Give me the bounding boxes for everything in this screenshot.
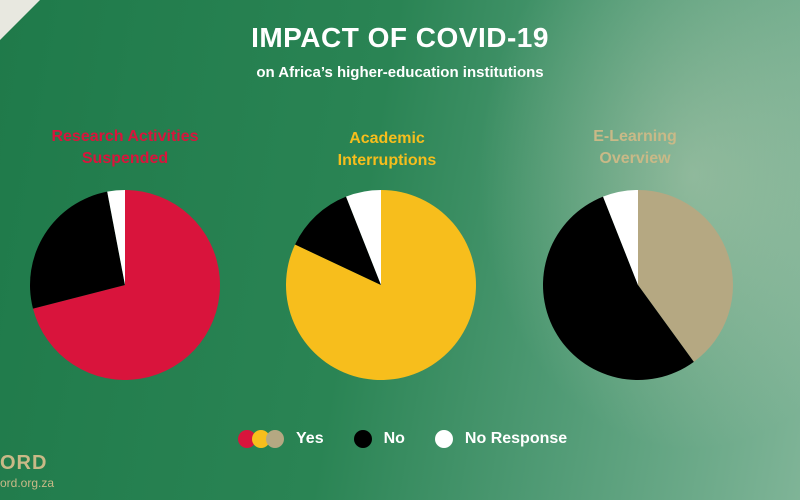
legend-item-yes: Yes [296, 430, 324, 448]
chart-title-academic: Academic Interruptions [277, 128, 497, 172]
legend-label-yes: Yes [296, 430, 324, 447]
chart-title-line: Research Activities [51, 128, 199, 145]
legend-label-no: No [383, 430, 405, 447]
chart-title-line: Interruptions [337, 152, 437, 169]
legend-yellow-dot [252, 430, 270, 448]
pie-slice-no-response [107, 190, 125, 285]
pie-slice-no-response [603, 190, 638, 285]
pie-chart-elearning [543, 190, 733, 380]
pie-slice-yes [638, 190, 733, 362]
pie-chart-research [29, 190, 220, 380]
legend-black-dot [353, 430, 372, 448]
pie-slice-no [295, 196, 381, 285]
legend-item-no: No [353, 430, 405, 448]
pie-slice-no [29, 191, 125, 309]
brand-url: ord.org.za [0, 476, 55, 490]
pie-slice-no [543, 196, 694, 380]
legend-item-no-response: No Response [434, 430, 568, 448]
chart-title-research: Research Activities Suspended [15, 126, 235, 170]
legend-red-dot [238, 430, 256, 448]
chart-title-line: Academic [349, 130, 425, 147]
legend-tan-dot [266, 430, 284, 448]
legend-yes-swatches [238, 428, 288, 450]
pie-slice-no-response [346, 190, 381, 285]
brand-logo-text: ORD [0, 452, 48, 474]
page-title: IMPACT OF COVID-19 [251, 22, 549, 53]
corner-decoration [0, 0, 40, 40]
chart-title-line: Overview [599, 150, 671, 167]
legend-white-dot [434, 430, 453, 448]
pie-slice-yes [32, 190, 220, 380]
legend-label-no-response: No Response [464, 430, 568, 447]
chart-title-line: Suspended [81, 150, 169, 167]
legend: Yes No No Response [238, 428, 597, 450]
page-subtitle: on Africa’s higher-education institution… [256, 64, 544, 81]
pie-chart-academic [286, 190, 476, 380]
chart-title-elearning: E-Learning Overview [525, 126, 745, 170]
chart-title-line: E-Learning [593, 128, 677, 145]
